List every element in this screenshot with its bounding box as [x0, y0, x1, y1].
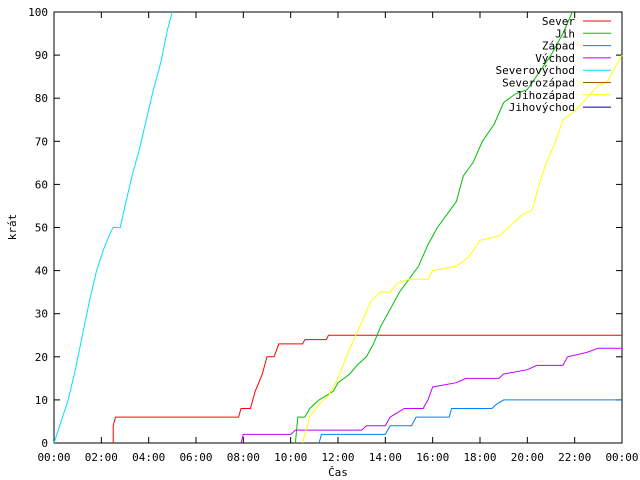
legend-label: Západ: [542, 40, 575, 53]
series-line-6: [302, 54, 623, 444]
x-tick-label: 18:00: [463, 451, 496, 464]
x-tick-label: 12:00: [321, 451, 354, 464]
y-tick-label: 40: [35, 265, 48, 278]
series-line-4: [53, 11, 173, 444]
x-axis-label: Čas: [328, 466, 348, 479]
x-tick-label: 10:00: [274, 451, 307, 464]
series-layer: [53, 11, 623, 444]
legend-label: Severozápad: [502, 77, 575, 90]
series-line-0: [112, 334, 622, 443]
legend: SeverJihZápadVýchodSeverovýchodSeverozáp…: [496, 15, 611, 114]
legend-label: Sever: [542, 15, 575, 28]
y-axis-label: krát: [6, 214, 19, 241]
y-tick-label: 50: [35, 222, 48, 235]
x-tick-label: 04:00: [132, 451, 165, 464]
x-tick-label: 00:00: [605, 451, 638, 464]
y-tick-label: 70: [35, 135, 48, 148]
legend-label: Severovýchod: [496, 64, 575, 77]
legend-label: Jihovýchod: [509, 101, 575, 114]
y-tick-label: 10: [35, 394, 48, 407]
y-tick-label: 60: [35, 178, 48, 191]
y-tick-label: 90: [35, 49, 48, 62]
x-tick-label: 20:00: [511, 451, 544, 464]
axes: 0 10 20 30 40 50 60 70 80 90 100 00:00 02:00 04:00 06:…: [28, 6, 638, 464]
x-tick-label: 22:00: [558, 451, 591, 464]
legend-label: Jih: [555, 27, 575, 40]
legend-label: Jihozápad: [515, 89, 575, 102]
y-tick-label: 30: [35, 308, 48, 321]
x-tick-label: 00:00: [37, 451, 70, 464]
x-tick-label: 08:00: [227, 451, 260, 464]
y-tick-label: 0: [41, 437, 48, 450]
series-line-1: [294, 11, 573, 444]
x-tick-label: 02:00: [85, 451, 118, 464]
legend-label: Východ: [535, 52, 575, 65]
y-tick-label: 80: [35, 92, 48, 105]
y-tick-label: 20: [35, 351, 48, 364]
x-tick-label: 16:00: [416, 451, 449, 464]
series-line-2: [318, 399, 622, 444]
x-tick-label: 06:00: [179, 451, 212, 464]
series-line-3: [240, 347, 622, 444]
x-tick-label: 14:00: [369, 451, 402, 464]
y-tick-label: 100: [28, 6, 48, 19]
